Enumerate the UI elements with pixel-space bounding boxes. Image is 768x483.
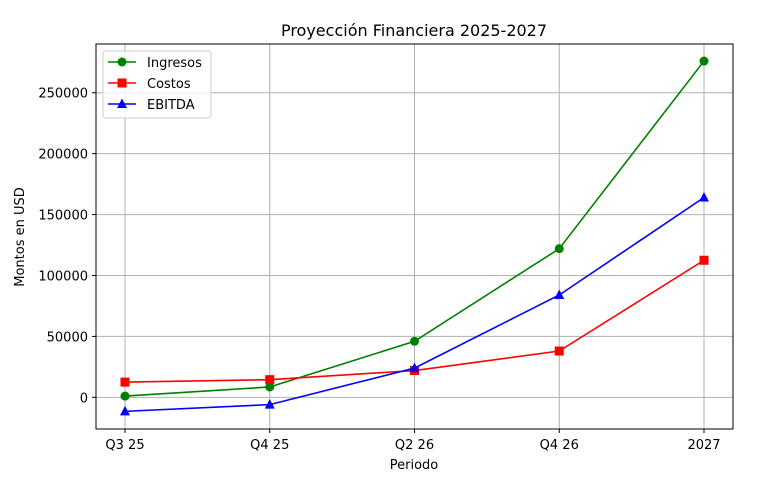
series-layer (120, 56, 709, 416)
y-tick-label: 250000 (38, 87, 88, 102)
legend-marker (117, 57, 127, 67)
legend-label: Ingresos (147, 56, 202, 71)
legend-item-costos: Costos (108, 77, 191, 92)
data-point-ingresos (265, 382, 275, 392)
legend-box (102, 50, 212, 119)
data-point-ingresos (554, 244, 564, 254)
data-point-ingresos (410, 336, 419, 346)
x-tick-label: Q4 26 (540, 438, 579, 453)
data-point-ebitda (409, 362, 420, 373)
legend-item-ebitda: EBITDA (108, 98, 195, 113)
legend-item-ingresos: Ingresos (108, 56, 202, 71)
y-tick-label: 50000 (47, 330, 88, 345)
x-tick-label: 2027 (687, 438, 720, 453)
series-ebitda (120, 192, 709, 416)
data-point-costos (265, 375, 275, 385)
data-point-costos (554, 346, 564, 356)
legend: Ingresos Costos EBITDA (102, 50, 212, 119)
y-tick-label: 200000 (38, 148, 88, 163)
data-point-costos (120, 377, 130, 387)
x-axis-label: Periodo (390, 458, 439, 473)
data-point-ebitda (554, 289, 565, 299)
x-tick-label: Q4 25 (250, 438, 289, 453)
y-tick-label: 0 (80, 391, 88, 406)
y-axis-ticks: 0 50000 100000 150000 200000 250000 (38, 87, 96, 406)
legend-marker (117, 98, 127, 108)
data-point-ingresos (699, 56, 709, 66)
legend-marker (117, 78, 127, 88)
legend-label: Costos (147, 77, 191, 92)
x-tick-label: Q2 26 (395, 438, 434, 453)
y-tick-label: 100000 (38, 269, 88, 284)
y-axis-label: Montos en USD (13, 187, 28, 287)
x-tick-label: Q3 25 (105, 438, 144, 453)
data-point-ingresos (120, 391, 130, 401)
data-point-costos (699, 255, 709, 265)
series-ingresos (120, 56, 709, 401)
legend-label: EBITDA (147, 98, 195, 113)
data-point-ebitda (120, 405, 130, 416)
chart-title: Proyección Financiera 2025-2027 (281, 21, 547, 40)
data-point-ebitda (264, 399, 275, 409)
data-point-ebitda (699, 192, 709, 202)
y-tick-label: 150000 (38, 209, 88, 224)
x-axis-ticks: Q3 25 Q4 25 Q2 26 Q4 26 2027 (105, 429, 721, 453)
